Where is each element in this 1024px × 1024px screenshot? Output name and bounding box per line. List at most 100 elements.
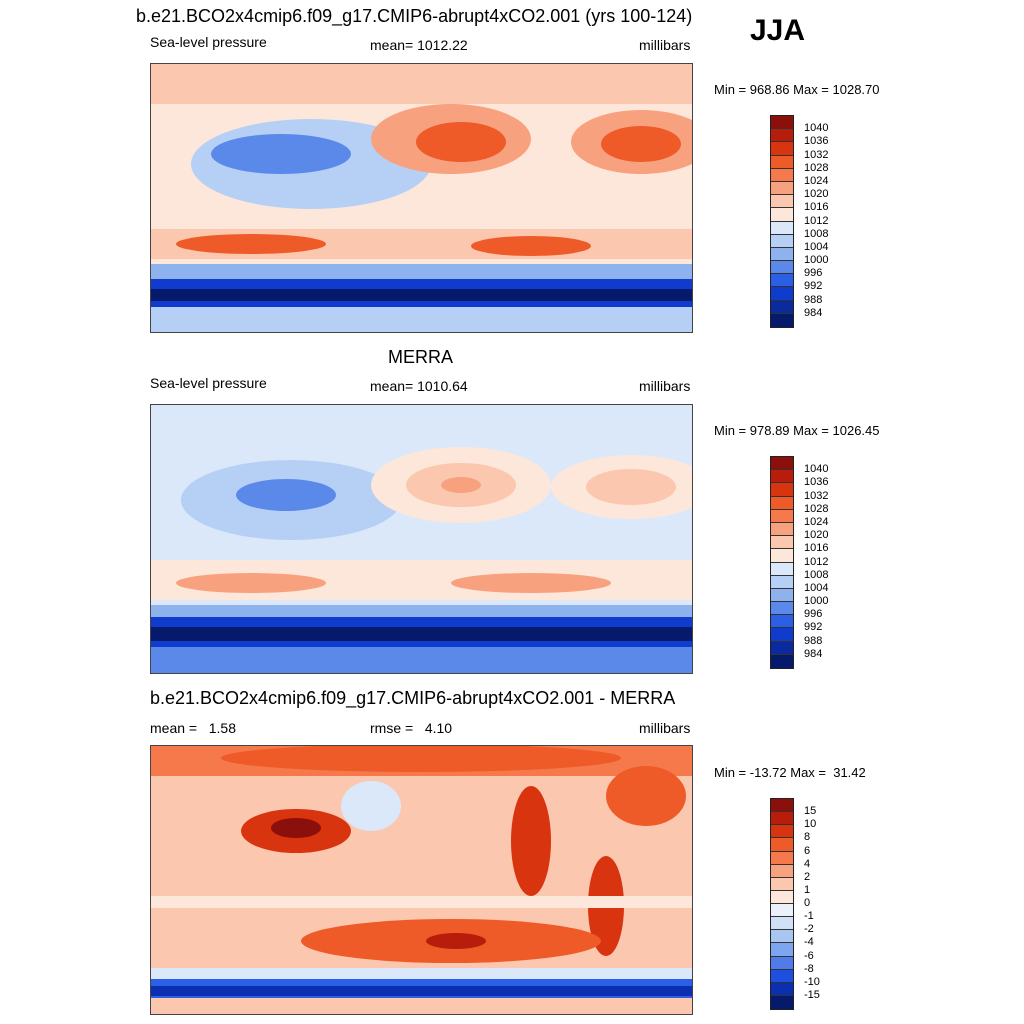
colorbar-swatch [771,549,793,563]
colorbar-tick-label: 988 [804,293,823,306]
map-model [150,63,693,333]
colorbar-tick-label: 1004 [804,240,829,253]
colorbar-tick-label: 1000 [804,595,829,608]
colorbar-swatch [771,877,793,891]
colorbar-swatch [771,654,793,668]
variable-label: Sea-level pressure [150,34,267,50]
colorbar-swatch [771,969,793,983]
colorbar-swatch [771,274,793,288]
colorbar-swatch [771,615,793,629]
colorbar-tick-label: 1012 [804,214,829,227]
colorbar-swatch [771,562,793,576]
colorbar-tick-label: 1028 [804,161,829,174]
colorbar-tick-label: -4 [804,936,814,949]
colorbar-tick-label: 6 [804,844,811,857]
colorbar-tick-label: 4 [804,857,811,870]
colorbar-tick-label: 1036 [804,476,829,489]
panel-title: MERRA [388,347,454,367]
colorbar-tick-label: 1028 [804,502,829,515]
colorbar-swatch [771,890,793,904]
colorbar-swatch [771,641,793,655]
colorbar-tick-label: 1040 [804,122,829,135]
minmax-label: Min = -13.72 Max = 31.42 [714,765,866,780]
mean-label: mean= 1010.64 [370,378,468,394]
colorbar-tick-label: 1000 [804,254,829,267]
colorbar-swatch [771,812,793,826]
units-label: millibars [639,378,691,394]
colorbar-swatch [771,864,793,878]
colorbar-tick-label: -6 [804,949,814,962]
colorbar-tick-label: 15 [804,805,817,818]
colorbar-tick-label: 1020 [804,529,829,542]
colorbar-swatch [771,575,793,589]
colorbar-swatch [771,851,793,865]
colorbar-tick-label: 996 [804,267,823,280]
colorbar-tick-label: 8 [804,831,811,844]
colorbar-tick-label: 1016 [804,201,829,214]
colorbar-swatch [771,956,793,970]
colorbar-tick-label: 1024 [804,515,829,528]
colorbar-swatch [771,588,793,603]
colorbar-tick-label: 1020 [804,188,829,201]
colorbar-swatches [771,457,793,668]
units-label: millibars [639,37,691,53]
colorbar-swatch [771,825,793,839]
colorbar-tick-label: -15 [804,988,820,1001]
colorbar-swatch [771,509,793,523]
colorbar-swatch [771,904,793,918]
panel-title: b.e21.BCO2x4cmip6.f09_g17.CMIP6-abrupt4x… [136,6,693,26]
colorbar-diff [770,798,794,1010]
colorbar-tick-label: -2 [804,923,814,936]
colorbar-tick-label: 984 [804,306,823,319]
colorbar-tick-label: 1032 [804,148,829,161]
colorbar-tick-label: 1012 [804,555,829,568]
colorbar-obs [770,456,794,669]
colorbar-tick-label: 988 [804,634,823,647]
season-label: JJA [750,14,806,47]
colorbar-swatch [771,168,793,182]
colorbar-swatch [771,483,793,497]
colorbar-swatch [771,536,793,550]
colorbar-swatch [771,142,793,156]
colorbar-tick-label: 2 [804,870,811,883]
colorbar-tick-label: 1008 [804,568,829,581]
colorbar-swatch [771,799,793,813]
colorbar-swatch [771,457,793,471]
minmax-label: Min = 978.89 Max = 1026.45 [714,423,880,438]
colorbar-swatch [771,116,793,130]
colorbar-swatch [771,287,793,301]
colorbar-swatch [771,470,793,484]
colorbar-tick-label: 1 [804,883,811,896]
colorbar-tick-label: 0 [804,897,811,909]
mean-label: mean= 1012.22 [370,37,468,53]
colorbar-tick-label: 992 [804,280,823,293]
colorbar-tick-label: 1016 [804,542,829,555]
colorbar-tick-label: 984 [804,647,823,660]
minmax-label: Min = 968.86 Max = 1028.70 [714,82,880,97]
colorbar-swatch [771,208,793,222]
colorbar-swatch [771,943,793,957]
colorbar-tick-label: -10 [804,975,820,988]
units-label: millibars [639,720,691,736]
colorbar-tick-label: 996 [804,608,823,621]
rmse-label: rmse = 4.10 [370,720,453,736]
variable-label: Sea-level pressure [150,375,267,391]
colorbar-model [770,115,794,328]
colorbar-tick-label: 1036 [804,135,829,148]
colorbar-tick-label: 1004 [804,581,829,594]
colorbar-tick-label: -1 [804,910,814,923]
colorbar-tick-label: 1008 [804,227,829,240]
colorbar-tick-label: 1040 [804,463,829,476]
mean-label: mean = 1.58 [150,720,237,736]
colorbar-swatch [771,129,793,143]
colorbar-tick-label: 992 [804,621,823,634]
colorbar-swatch [771,261,793,275]
colorbar-swatch [771,930,793,944]
colorbar-swatch [771,195,793,209]
colorbar-swatch [771,247,793,262]
colorbar-swatch [771,917,793,931]
colorbar-tick-label: 10 [804,818,817,831]
colorbar-swatch [771,628,793,642]
colorbar-swatch [771,602,793,616]
colorbar-tick-label: 1024 [804,174,829,187]
